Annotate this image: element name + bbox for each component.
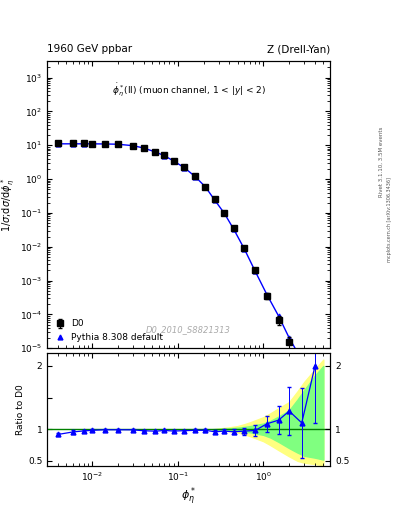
- Text: 1960 GeV ppbar: 1960 GeV ppbar: [47, 44, 132, 54]
- Pythia 8.308 default: [242, 246, 247, 252]
- Pythia 8.308 default: [182, 165, 187, 171]
- Pythia 8.308 default: [253, 268, 257, 274]
- Text: $\dot{\phi}^*_{\eta}$(ll) (muon channel, 1 < |$y$| < 2): $\dot{\phi}^*_{\eta}$(ll) (muon channel,…: [112, 81, 266, 99]
- Pythia 8.308 default: [193, 174, 198, 180]
- Pythia 8.308 default: [71, 141, 75, 147]
- Line: Pythia 8.308 default: Pythia 8.308 default: [55, 141, 318, 385]
- Pythia 8.308 default: [276, 313, 281, 319]
- Y-axis label: Ratio to D0: Ratio to D0: [16, 384, 25, 435]
- Pythia 8.308 default: [313, 379, 318, 385]
- Pythia 8.308 default: [203, 184, 208, 190]
- Pythia 8.308 default: [153, 149, 158, 155]
- Pythia 8.308 default: [264, 292, 269, 298]
- Pythia 8.308 default: [81, 141, 86, 147]
- Legend: D0, Pythia 8.308 default: D0, Pythia 8.308 default: [51, 317, 164, 344]
- Pythia 8.308 default: [116, 141, 120, 147]
- X-axis label: $\phi^*_{\eta}$: $\phi^*_{\eta}$: [181, 486, 196, 508]
- Pythia 8.308 default: [102, 141, 107, 147]
- Pythia 8.308 default: [222, 210, 227, 217]
- Text: mcplots.cern.ch [arXiv:1306.3436]: mcplots.cern.ch [arXiv:1306.3436]: [387, 177, 392, 262]
- Pythia 8.308 default: [141, 145, 146, 151]
- Pythia 8.308 default: [55, 141, 60, 147]
- Pythia 8.308 default: [231, 226, 236, 232]
- Pythia 8.308 default: [90, 141, 94, 147]
- Pythia 8.308 default: [162, 153, 167, 159]
- Pythia 8.308 default: [171, 158, 176, 164]
- Pythia 8.308 default: [130, 143, 135, 149]
- Y-axis label: 1/$\sigma$;d$\sigma$/d$\phi^*_\eta$: 1/$\sigma$;d$\sigma$/d$\phi^*_\eta$: [0, 178, 17, 232]
- Pythia 8.308 default: [299, 357, 304, 363]
- Text: D0_2010_S8821313: D0_2010_S8821313: [146, 325, 231, 334]
- Text: Z (Drell-Yan): Z (Drell-Yan): [267, 44, 330, 54]
- Pythia 8.308 default: [287, 335, 292, 341]
- Text: Rivet 3.1.10, 3.5M events: Rivet 3.1.10, 3.5M events: [379, 126, 384, 197]
- Pythia 8.308 default: [212, 197, 217, 203]
